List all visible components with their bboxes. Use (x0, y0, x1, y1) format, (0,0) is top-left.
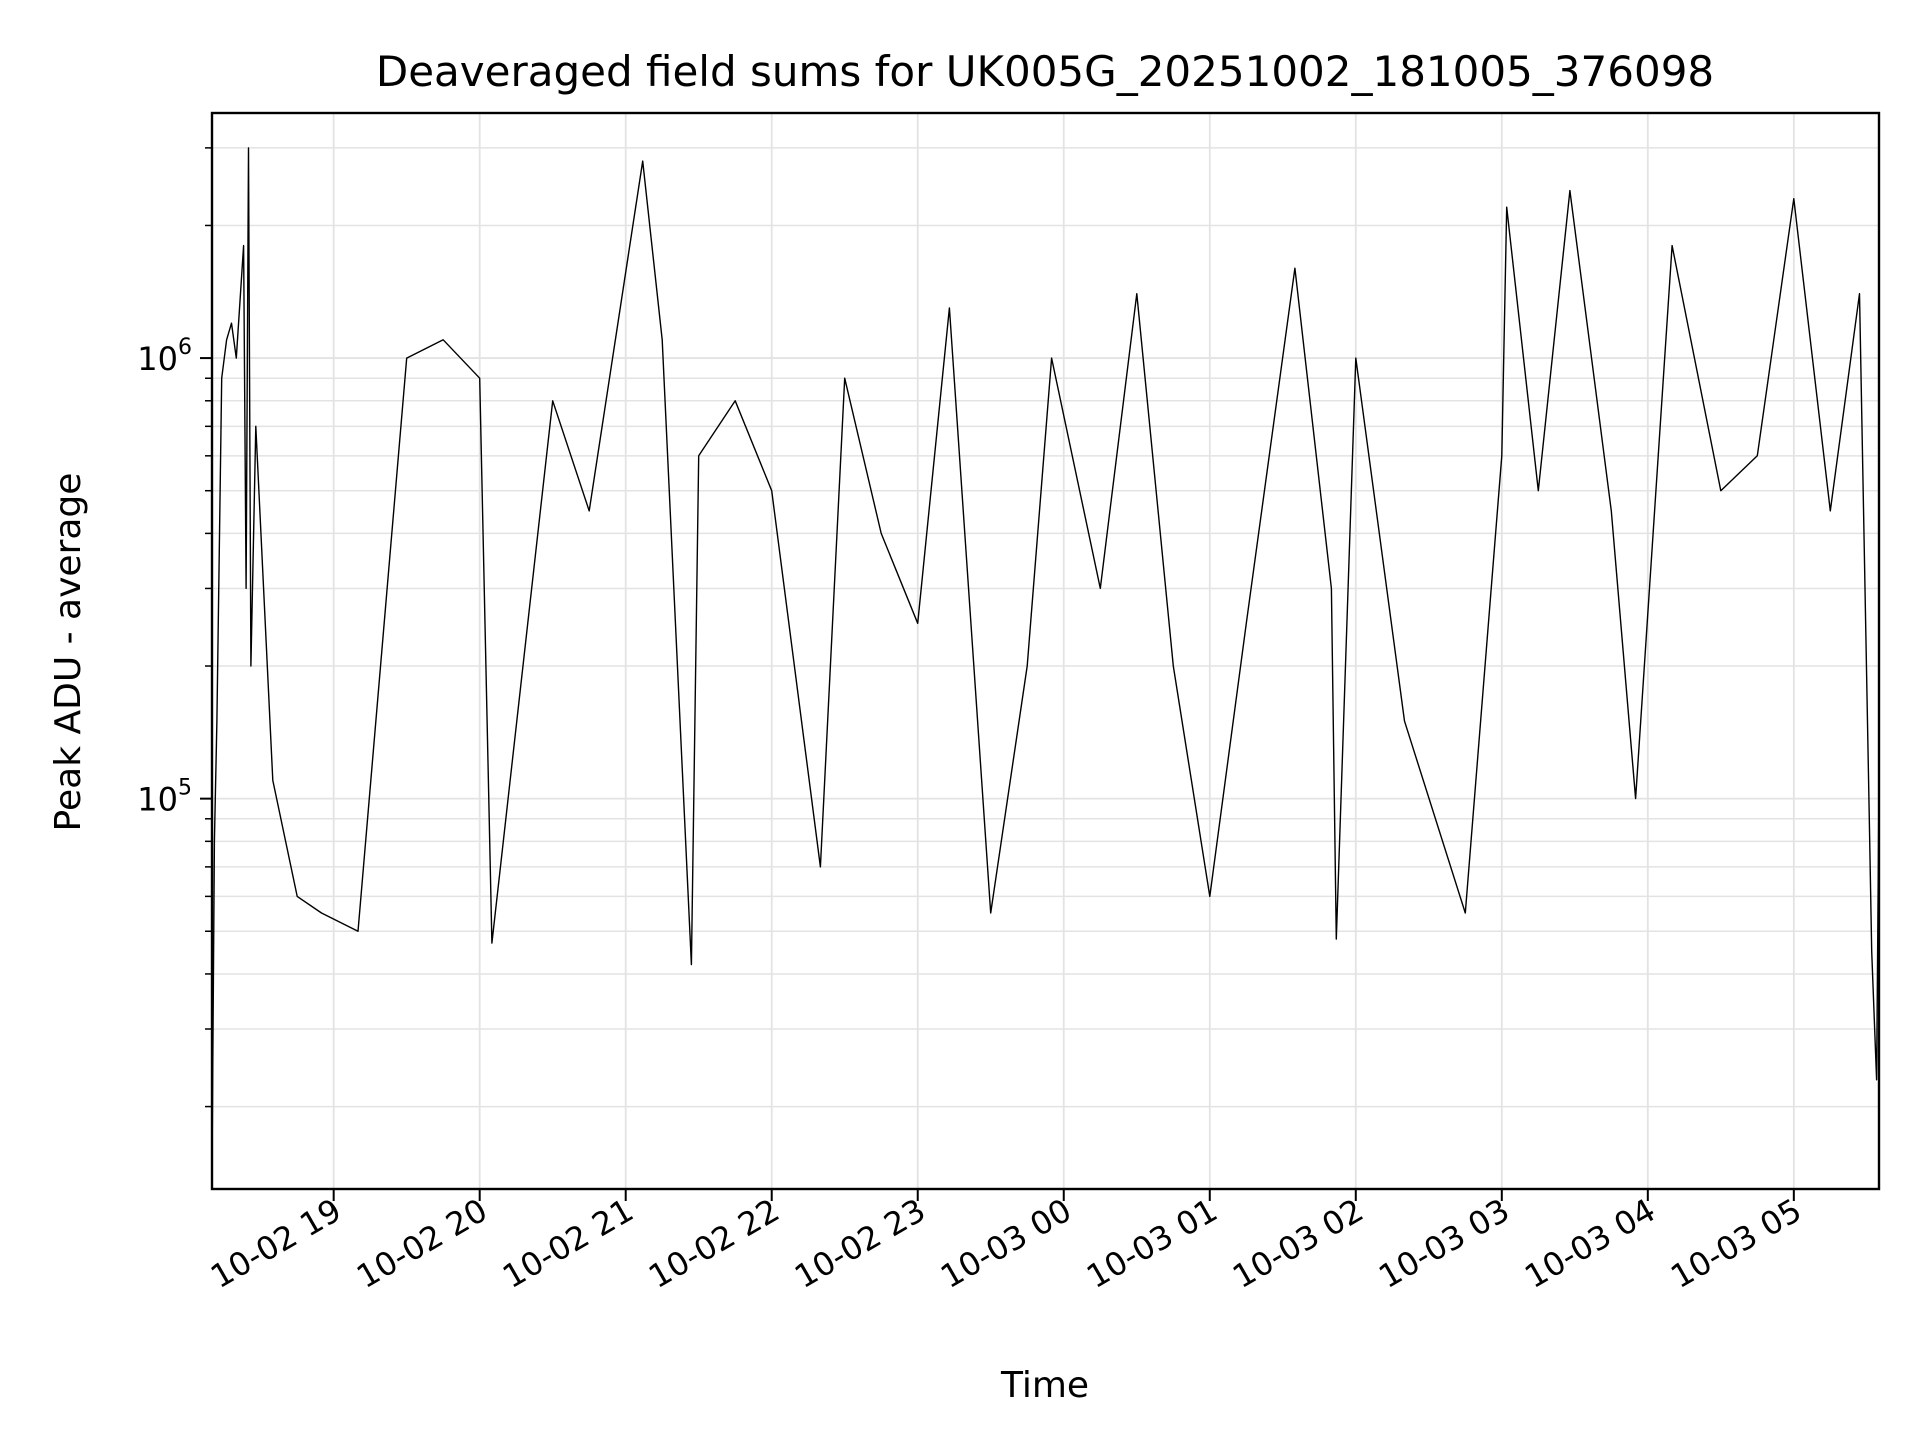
y-axis-label: Peak ADU - average (48, 473, 89, 832)
chart-title: Deaveraged field sums for UK005G_2025100… (376, 47, 1714, 96)
y-tick-label: 106 (137, 335, 192, 378)
y-tick-label: 105 (137, 776, 192, 819)
series-line (211, 147, 1880, 1175)
x-axis-label: Time (1000, 1365, 1089, 1406)
plot-area (211, 147, 1880, 1175)
y-axis: 105 106 (137, 147, 212, 1108)
plot-frame (210, 111, 1881, 1191)
